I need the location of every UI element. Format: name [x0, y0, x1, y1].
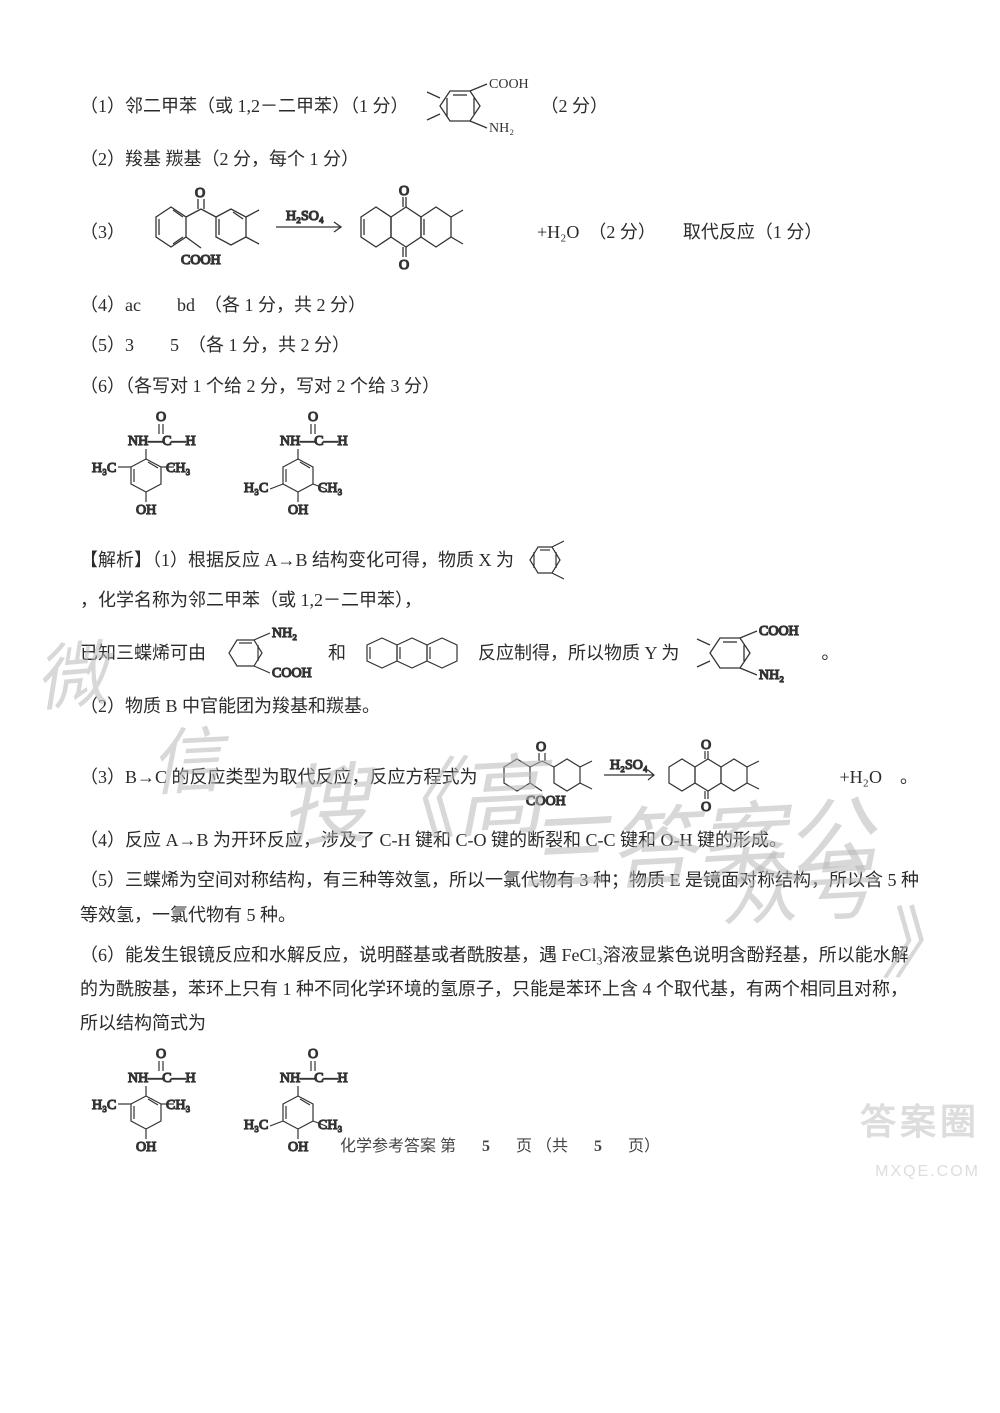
svg-text:H₃C: H₃C: [92, 461, 116, 476]
svg-text:O: O: [156, 1047, 166, 1062]
corner-watermark: 答案圈 MXQE.COM: [860, 1088, 980, 1187]
svg-text:O: O: [156, 410, 166, 425]
explain-5: （5）三蝶烯为空间对称结构，有三种等效氢，所以一氯代物有 3 种；物质 E 是镜…: [80, 863, 920, 931]
svg-text:NH₂: NH₂: [489, 121, 514, 136]
q1-text-b: （2 分）: [541, 89, 609, 123]
structure-y-small: COOH NH₂: [415, 76, 535, 136]
anthracene-svg: [352, 630, 472, 676]
reaction-3b-svg: O COOH H₂SO₄: [484, 737, 834, 817]
svg-text:H₃C: H₃C: [244, 481, 268, 496]
svg-text:NH—C—H: NH—C—H: [280, 1071, 348, 1086]
svg-text:NH—C—H: NH—C—H: [128, 434, 196, 449]
q4-text: （4）ac bd （各 1 分，共 2 分）: [80, 288, 366, 322]
explain-6-text: （6）能发生银镜反应和水解反应，说明醛基或者酰胺基，遇 FeCl₃溶液显紫色说明…: [80, 938, 920, 1041]
svg-text:NH—C—H: NH—C—H: [128, 1071, 196, 1086]
svg-text:O: O: [308, 1047, 318, 1062]
svg-text:COOH: COOH: [526, 794, 566, 809]
svg-text:COOH: COOH: [181, 253, 221, 268]
explain-l2c: 反应制得，所以物质 Y 为: [478, 636, 679, 670]
oxylene-svg: [520, 537, 575, 583]
anthranilic-svg: NH₂ COOH: [212, 625, 322, 681]
explain-5-text: （5）三蝶烯为空间对称结构，有三种等效氢，所以一氯代物有 3 种；物质 E 是镜…: [80, 863, 920, 931]
svg-text:CH₃: CH₃: [166, 461, 190, 476]
svg-text:NH₂: NH₂: [272, 626, 297, 641]
explain-4: （4）反应 A→B 为开环反应，涉及了 C-H 键和 C-O 键的断裂和 C-C…: [80, 823, 920, 857]
svg-text:O: O: [399, 184, 409, 199]
svg-text:O: O: [195, 186, 205, 201]
explain-2-text: （2）物质 B 中官能团为羧基和羰基。: [80, 689, 380, 723]
svg-text:O: O: [399, 258, 409, 273]
q2-text: （2）羧基 羰基（2 分，每个 1 分）: [80, 142, 359, 176]
explain-2: （2）物质 B 中官能团为羧基和羰基。: [80, 689, 920, 723]
explain-3: （3）B→C 的反应类型为取代反应，反应方程式为 O COOH: [80, 737, 920, 817]
footer-total: 5: [594, 1138, 602, 1155]
svg-text:H₃C: H₃C: [92, 1098, 116, 1113]
amide-phenol-1: O NH—C—H H₃C CH₃ OH: [86, 409, 226, 519]
answer-6: （6）（各写对 1 个给 2 分，写对 2 个给 3 分）: [80, 369, 920, 403]
corner-wm-big: 答案圈: [860, 1088, 980, 1156]
reaction-3-svg: O COOH H₂SO₄: [131, 182, 531, 282]
explain-6: （6）能发生银镜反应和水解反应，说明醛基或者酰胺基，遇 FeCl₃溶液显紫色说明…: [80, 938, 920, 1041]
explain-l2b: 和: [328, 636, 346, 670]
q3-prefix: （3）: [80, 215, 125, 249]
svg-text:CH₃: CH₃: [166, 1098, 190, 1113]
compound-y-svg: COOH NH₂: [685, 623, 815, 683]
svg-text:COOH: COOH: [489, 77, 529, 92]
answer-6-structures: O NH—C—H H₃C CH₃ OH: [80, 409, 920, 519]
footer-a: 化学参考答案 第: [340, 1138, 456, 1155]
svg-text:O: O: [701, 738, 711, 753]
svg-text:COOH: COOH: [272, 666, 312, 681]
svg-text:COOH: COOH: [759, 624, 799, 639]
svg-text:NH—C—H: NH—C—H: [280, 434, 348, 449]
explain-l2d: 。: [821, 636, 839, 670]
q5-text: （5）3 5 （各 1 分，共 2 分）: [80, 328, 350, 362]
svg-text:O: O: [308, 410, 318, 425]
corner-wm-small: MXQE.COM: [860, 1157, 980, 1187]
svg-text:H₂SO₄: H₂SO₄: [610, 758, 648, 773]
q3-mid: +H₂O （2 分） 取代反应（1 分）: [537, 215, 822, 249]
answer-3: （3） O: [80, 182, 920, 282]
explain-1b: ，化学名称为邻二甲苯（或 1,2－二甲苯），: [80, 583, 422, 617]
answer-2: （2）羧基 羰基（2 分，每个 1 分）: [80, 142, 920, 176]
svg-text:OH: OH: [136, 503, 156, 518]
q6-text: （6）（各写对 1 个给 2 分，写对 2 个给 3 分）: [80, 369, 440, 403]
footer-c: 页）: [628, 1138, 660, 1155]
answer-4: （4）ac bd （各 1 分，共 2 分）: [80, 288, 920, 322]
explain-1: 【解析】（1）根据反应 A→B 结构变化可得，物质 X 为 ，化学名称为邻二甲苯…: [80, 537, 920, 617]
explain-3a: （3）B→C 的反应类型为取代反应，反应方程式为: [80, 760, 478, 794]
explain-l2a: 已知三蝶烯可由: [80, 636, 206, 670]
svg-text:H₂SO₄: H₂SO₄: [286, 209, 324, 224]
svg-text:NH₂: NH₂: [759, 668, 784, 683]
svg-text:CH₃: CH₃: [318, 481, 342, 496]
footer-b: 页 （共: [516, 1138, 568, 1155]
svg-text:OH: OH: [288, 503, 308, 518]
amide-phenol-2: O NH—C—H H₃C CH₃ OH: [238, 409, 378, 519]
footer-page: 5: [482, 1138, 490, 1155]
page-footer: 化学参考答案 第 5 页 （共 5 页）: [0, 1132, 1000, 1162]
explain-1-line2: 已知三蝶烯可由 NH₂ COOH 和: [80, 623, 920, 683]
explain-3b: +H₂O 。: [840, 760, 918, 794]
answer-5: （5）3 5 （各 1 分，共 2 分）: [80, 328, 920, 362]
svg-text:O: O: [536, 740, 546, 755]
svg-text:O: O: [701, 800, 711, 815]
answer-1: （1）邻二甲苯（或 1,2－二甲苯）（1 分） COOH NH₂: [80, 76, 920, 136]
q1-text-a: （1）邻二甲苯（或 1,2－二甲苯）（1 分）: [80, 89, 409, 123]
explain-1a: 【解析】（1）根据反应 A→B 结构变化可得，物质 X 为: [80, 543, 514, 577]
explain-4-text: （4）反应 A→B 为开环反应，涉及了 C-H 键和 C-O 键的断裂和 C-C…: [80, 823, 787, 857]
